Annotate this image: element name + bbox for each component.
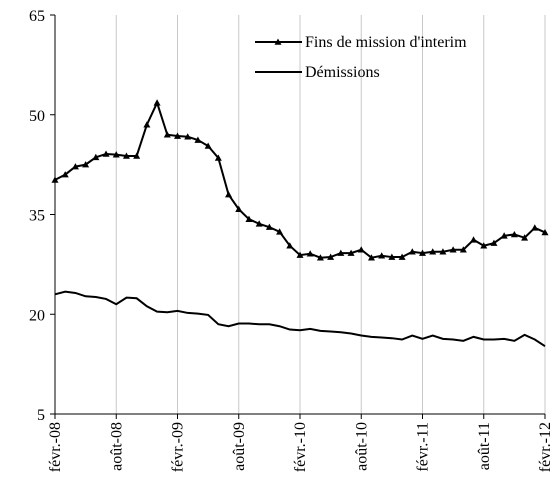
marker (102, 150, 110, 157)
y-tick-label: 50 (29, 108, 45, 125)
marker (429, 248, 437, 255)
marker (398, 253, 406, 260)
y-tick-label: 20 (29, 307, 45, 324)
marker (367, 254, 375, 261)
marker (510, 230, 518, 238)
marker (255, 220, 263, 227)
marker (316, 254, 324, 261)
marker (214, 154, 222, 161)
series-line (54, 290, 546, 348)
marker (194, 136, 202, 143)
marker (500, 232, 508, 239)
x-tick-label: août-11 (476, 422, 493, 470)
marker (112, 151, 120, 158)
marker (296, 251, 304, 258)
marker (357, 246, 365, 253)
marker (133, 152, 141, 159)
marker (153, 99, 161, 106)
y-tick-label: 35 (29, 208, 45, 225)
marker (306, 250, 314, 257)
legend-label: Fins de mission d'interim (305, 34, 467, 51)
marker (337, 249, 345, 256)
marker (61, 171, 69, 178)
x-tick-label: août-10 (353, 422, 370, 471)
marker (388, 253, 396, 260)
x-tick-label: août-09 (231, 422, 248, 471)
marker (204, 142, 212, 149)
marker (82, 161, 90, 168)
marker (225, 191, 233, 198)
marker (51, 176, 59, 183)
marker (531, 224, 539, 231)
marker (378, 252, 386, 259)
x-tick-label: févr.-12 (537, 422, 554, 472)
x-tick-label: févr.-10 (292, 422, 309, 472)
marker (419, 249, 426, 256)
marker (92, 153, 100, 161)
marker (143, 121, 151, 128)
legend-label: Démissions (305, 64, 380, 81)
marker (327, 253, 335, 260)
marker (235, 205, 243, 212)
marker (122, 152, 130, 159)
marker (276, 228, 284, 235)
marker (541, 228, 549, 236)
x-tick-label: août-08 (108, 422, 125, 471)
y-tick-label: 65 (29, 8, 45, 25)
marker (184, 133, 192, 140)
x-tick-label: févr.-09 (170, 422, 187, 472)
marker (459, 246, 467, 253)
y-tick-label: 5 (37, 407, 45, 424)
x-tick-label: févr.-11 (415, 422, 432, 472)
marker (449, 246, 457, 253)
marker (174, 132, 181, 139)
marker (490, 239, 498, 246)
x-tick-label: févr.-08 (47, 422, 64, 472)
marker (408, 248, 416, 255)
marker (286, 242, 294, 249)
marker (480, 242, 488, 249)
legend-marker (274, 38, 282, 45)
marker (245, 215, 253, 222)
marker (470, 236, 478, 243)
marker (265, 223, 273, 230)
marker (439, 248, 447, 255)
marker (163, 131, 171, 138)
marker (71, 163, 79, 170)
marker (347, 249, 355, 256)
marker (521, 234, 529, 241)
